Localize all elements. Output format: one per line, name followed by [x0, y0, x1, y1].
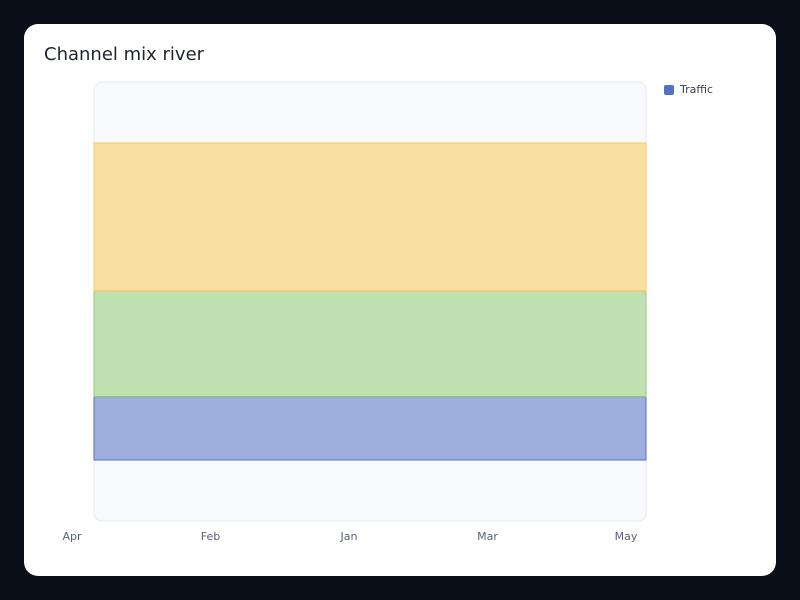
x-tick-label: Apr: [62, 530, 82, 543]
x-tick-label: Mar: [477, 530, 498, 543]
river-layer: [93, 290, 647, 398]
river-layer: [93, 142, 647, 292]
river-layer: [93, 396, 647, 461]
x-tick-label: Feb: [201, 530, 220, 543]
legend-swatch: [664, 85, 674, 95]
x-tick-label: Jan: [340, 530, 358, 543]
x-tick-label: May: [615, 530, 638, 543]
chart-title: Channel mix river: [44, 44, 205, 65]
legend-label: Traffic: [679, 83, 713, 96]
